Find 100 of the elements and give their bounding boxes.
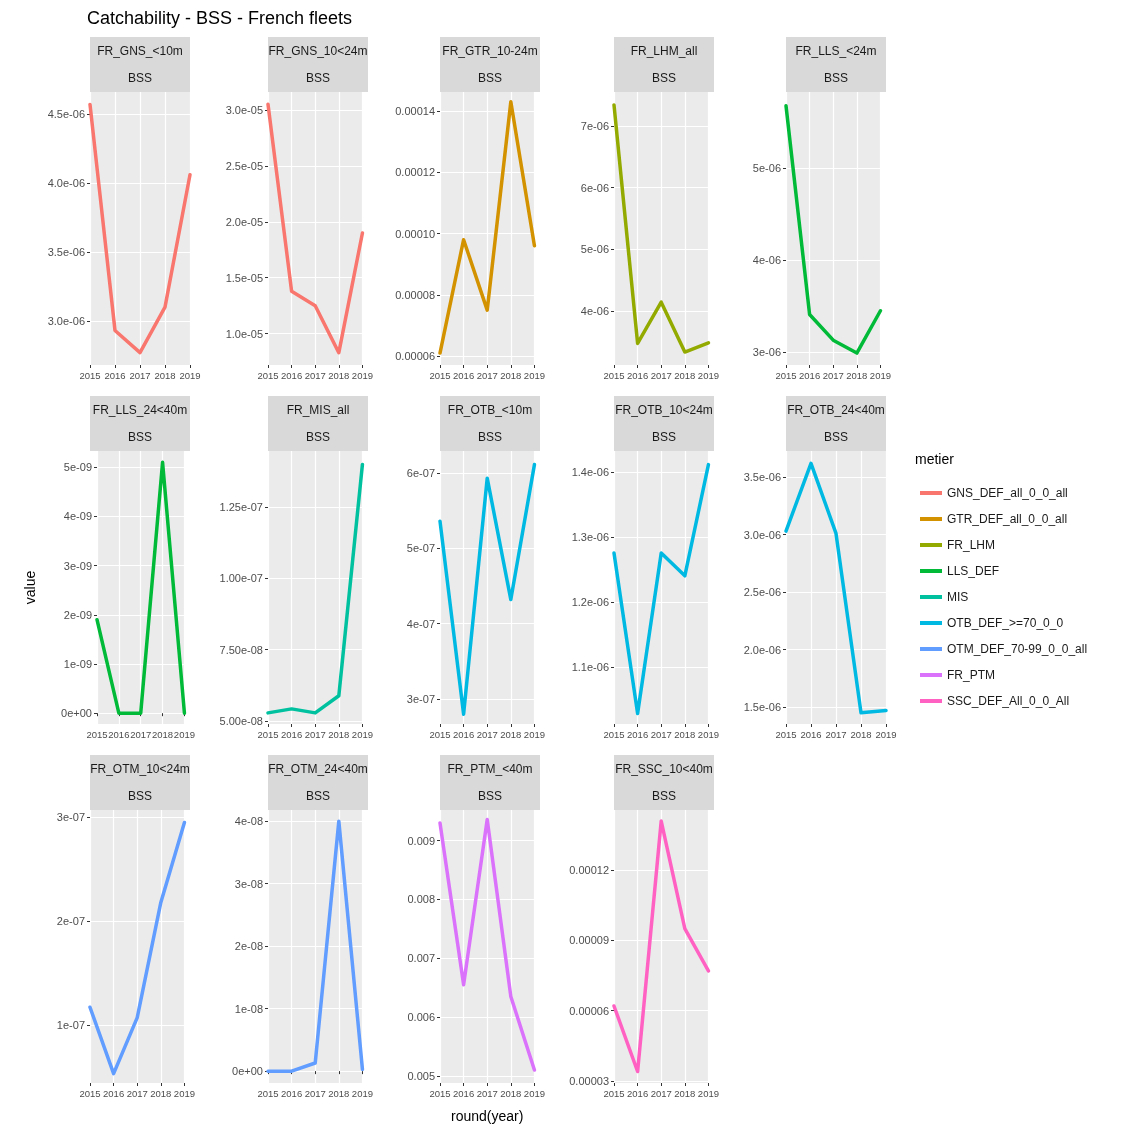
x-tick-label: 2017 (304, 1087, 326, 1099)
y-tick-label: 5e-09 (63, 461, 92, 474)
x-tick-label: 2019 (697, 1087, 719, 1099)
x-tick-label: 2015 (86, 728, 108, 740)
y-tick-label: 7.50e-08 (219, 643, 263, 656)
x-tick-label: 2015 (603, 369, 625, 381)
x-tick-label: 2015 (775, 369, 797, 381)
x-tick-label: 2016 (800, 728, 822, 740)
x-tick-label: 2017 (126, 1087, 148, 1099)
y-tick-label: 1e-08 (234, 1002, 263, 1015)
chart-title: FR_OTB_24<40m (787, 403, 885, 417)
chart-title: FR_MIS_all (286, 403, 350, 417)
line-series (784, 461, 888, 715)
x-tick-label: 2019 (173, 1087, 195, 1099)
x-tick-label: 2015 (79, 369, 101, 381)
x-tick-label: 2015 (603, 1087, 625, 1099)
text: LLS_DEF (947, 564, 1000, 578)
y-tick-label: 3e-09 (63, 559, 92, 572)
y-tick-label: 1.00e-07 (219, 572, 263, 585)
x-tick-label: 2017 (650, 369, 672, 381)
y-tick-label: 4e-08 (234, 815, 263, 828)
y-tick-label: 0.00010 (395, 227, 435, 240)
x-tick-label: 2019 (351, 728, 373, 740)
x-tick-label: 2019 (351, 1087, 373, 1099)
chart-title: FR_OTM_24<40m (268, 762, 368, 776)
y-tick-label: 0.007 (407, 952, 435, 965)
text: SSC_DEF_All_0_0_All (947, 694, 1070, 708)
x-tick-label: 2017 (304, 369, 326, 381)
x-tick-label: 2018 (674, 1087, 696, 1099)
y-tick-label: 3e-06 (752, 346, 781, 359)
y-tick-label: 4.5e-06 (47, 108, 85, 121)
chart-subtitle: BSS (651, 71, 677, 85)
y-tick-label: 0.00014 (395, 105, 435, 117)
chart-subtitle: BSS (305, 430, 331, 444)
y-tick-label: 2.5e-06 (743, 586, 781, 599)
x-tick-label: 2016 (627, 728, 649, 740)
y-tick-label: 4e-06 (752, 254, 781, 267)
chart-title: FR_PTM_<40m (447, 762, 533, 776)
x-tick-label: 2015 (257, 369, 279, 381)
y-tick-label: 1.25e-07 (219, 501, 263, 514)
line-series (266, 102, 365, 355)
line-series (438, 462, 537, 716)
x-tick-label: 2018 (846, 369, 868, 381)
x-tick-label: 2017 (130, 728, 152, 740)
y-tick-label: 1.0e-05 (225, 327, 263, 340)
x-tick-label: 2015 (775, 728, 797, 740)
y-tick-label: 5e-07 (406, 542, 435, 555)
y-tick-label: 3.0e-06 (743, 528, 781, 541)
x-tick-label: 2016 (799, 369, 821, 381)
x-tick-label: 2016 (453, 369, 475, 381)
text: GTR_DEF_all_0_0_all (947, 512, 1068, 526)
x-tick-label: 2019 (523, 1087, 545, 1099)
chart-subtitle: BSS (127, 430, 153, 444)
y-tick-label: 2e-08 (234, 940, 263, 953)
x-tick-label: 2015 (429, 728, 451, 740)
chart-subtitle: BSS (477, 430, 503, 444)
x-tick-label: 2018 (500, 1087, 522, 1099)
y-tick-label: 4e-06 (580, 304, 609, 317)
chart-subtitle: BSS (127, 789, 153, 803)
x-tick-label: 2019 (179, 369, 201, 381)
y-tick-label: 1.3e-06 (571, 530, 609, 543)
x-tick-label: 2017 (825, 728, 847, 740)
chart-subtitle: BSS (651, 430, 677, 444)
chart-subtitle: BSS (305, 789, 331, 803)
x-tick-label: 2016 (104, 369, 126, 381)
y-tick-label: 0.006 (407, 1011, 435, 1024)
y-tick-label: 0e+00 (61, 707, 92, 720)
x-tick-label: 2018 (328, 728, 350, 740)
y-tick-label: 2.5e-05 (225, 159, 263, 172)
x-tick-label: 2015 (429, 1087, 451, 1099)
y-tick-label: 0.00012 (569, 864, 609, 877)
x-tick-label: 2019 (173, 728, 195, 740)
x-tick-label: 2015 (603, 728, 625, 740)
y-tick-label: 1e-09 (63, 657, 92, 670)
x-tick-label: 2018 (328, 1087, 350, 1099)
y-tick-label: 7e-06 (580, 119, 609, 132)
y-tick-label: 4e-09 (63, 510, 92, 523)
chart-title: FR_OTB_<10m (447, 403, 533, 417)
y-tick-label: 3.5e-06 (743, 471, 781, 484)
text: FR_LHM (947, 538, 996, 552)
y-tick-label: 2e-09 (63, 608, 92, 621)
text: OTM_DEF_70-99_0_0_all (947, 642, 1088, 656)
line-series (266, 819, 365, 1073)
x-tick-label: 2019 (523, 728, 545, 740)
y-tick-label: 2.0e-05 (225, 215, 263, 228)
line-series (438, 100, 537, 355)
y-axis-title: value (22, 570, 38, 605)
y-tick-label: 1.2e-06 (571, 595, 609, 608)
chart-subtitle: BSS (305, 71, 331, 85)
y-tick-label: 1e-07 (56, 1018, 85, 1031)
x-tick-label: 2019 (875, 728, 897, 740)
x-tick-label: 2017 (476, 369, 498, 381)
x-tick-label: 2018 (328, 369, 350, 381)
x-tick-label: 2019 (697, 728, 719, 740)
x-tick-label: 2019 (697, 369, 719, 381)
y-tick-label: 2e-07 (56, 915, 85, 928)
x-tick-label: 2015 (257, 1087, 279, 1099)
x-tick-label: 2016 (453, 728, 475, 740)
chart-subtitle: BSS (651, 789, 677, 803)
line-series (88, 820, 187, 1076)
